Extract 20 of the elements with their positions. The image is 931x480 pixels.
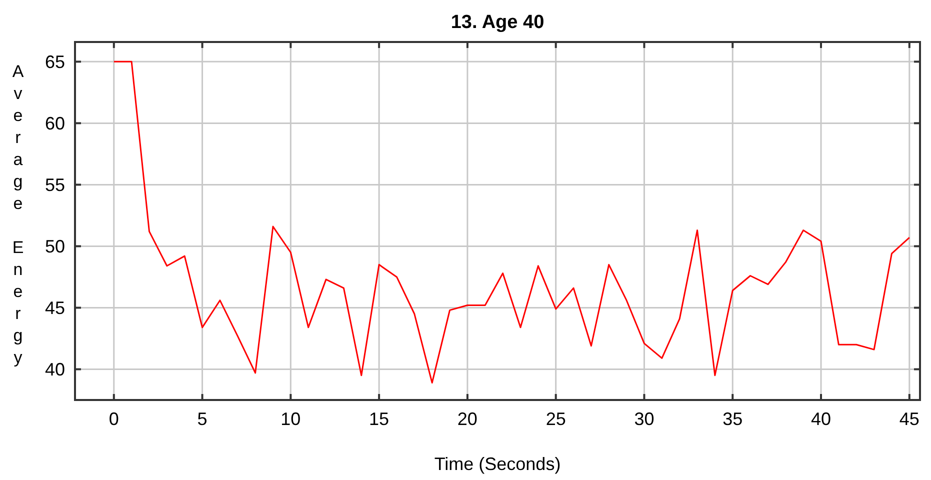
y-tick-label: 65 (44, 52, 65, 72)
x-tick-label: 30 (634, 409, 654, 429)
y-tick-label: 40 (44, 360, 65, 380)
line-series (113, 60, 910, 384)
x-tick-label: 45 (899, 409, 920, 429)
x-tick-label: 5 (197, 409, 208, 429)
x-tick-label: 10 (280, 409, 301, 429)
x-axis-title: Time (Seconds) (434, 454, 561, 474)
y-tick-label: 60 (44, 113, 65, 134)
x-tick-label: 35 (722, 409, 743, 429)
x-tick-label: 25 (546, 409, 566, 429)
text: Average Energy (12, 62, 24, 367)
y-tick-label: 45 (44, 298, 65, 318)
x-tick-label: 15 (369, 409, 390, 429)
x-tick-label: 20 (457, 409, 478, 429)
chart-title: 13. Age 40 (450, 12, 544, 33)
y-tick-label: 50 (44, 236, 65, 257)
y-tick-label: 55 (44, 175, 65, 196)
x-tick-label: 40 (810, 409, 832, 429)
x-tick-label: 0 (108, 409, 119, 429)
